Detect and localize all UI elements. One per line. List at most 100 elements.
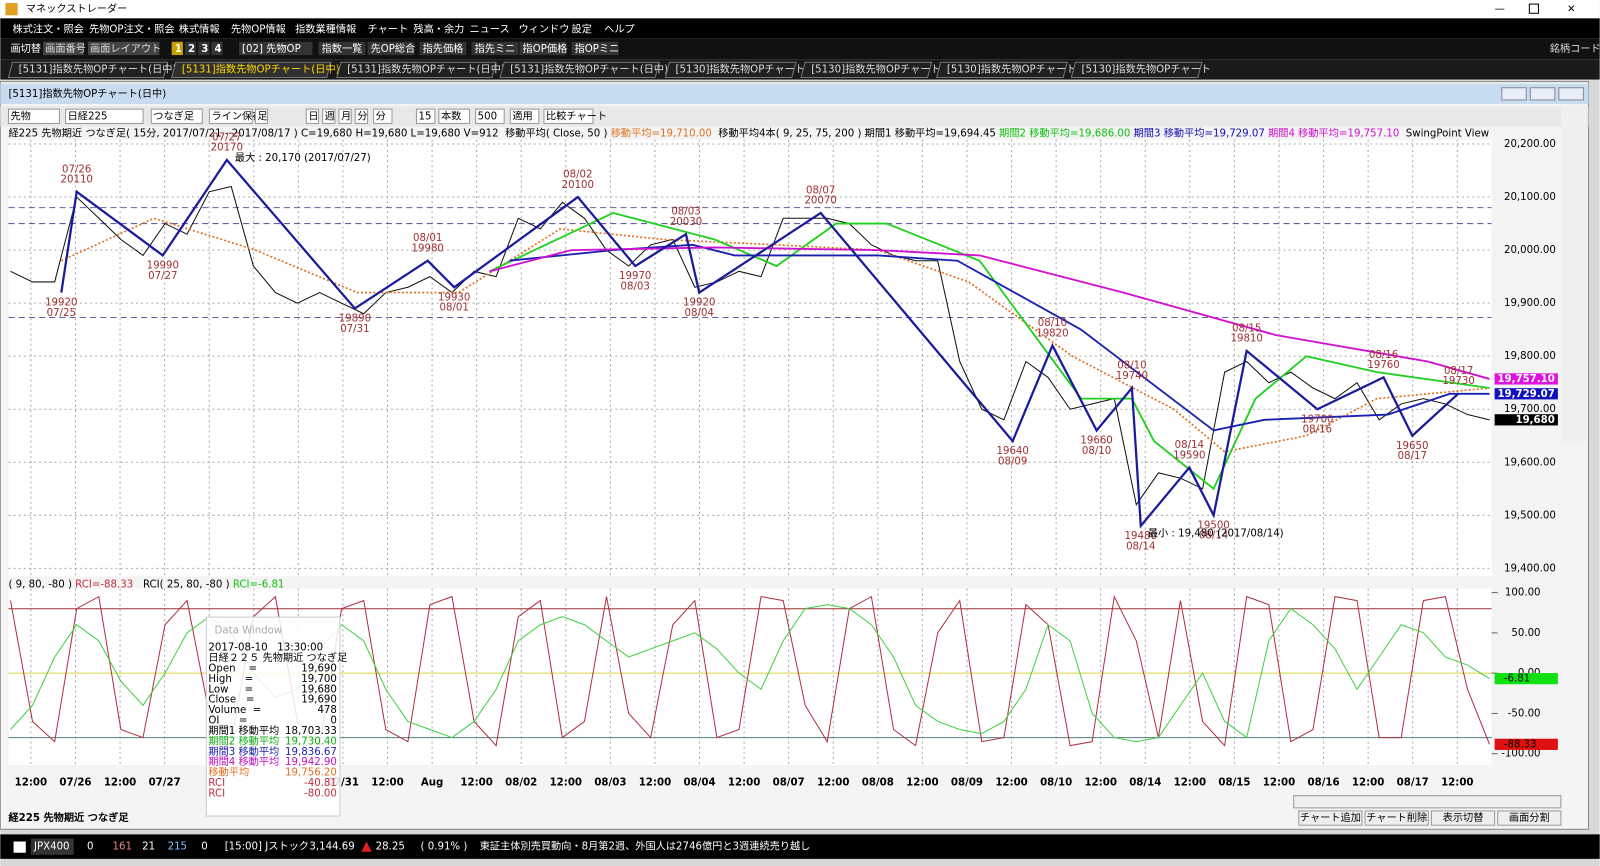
menu-item[interactable]: 指数業種情報 bbox=[295, 23, 356, 36]
tab-label[interactable]: [5131]指数先物OPチャート(日中) bbox=[347, 62, 505, 75]
maximize[interactable] bbox=[1528, 3, 1540, 14]
tab-label[interactable]: [5130]指数先物OPチャート bbox=[947, 62, 1076, 75]
toolbar-button[interactable]: 指数一覧 bbox=[322, 42, 363, 55]
tab-label[interactable]: [5131]指数先物OPチャート(日中) bbox=[510, 62, 668, 75]
swing-price: 19980 bbox=[412, 243, 444, 254]
tab[interactable] bbox=[664, 61, 797, 79]
chart-control[interactable]: 週 bbox=[325, 110, 335, 122]
btn-bg bbox=[367, 41, 415, 56]
menu-item[interactable]: チャート bbox=[368, 24, 409, 36]
rci-header-segment: RCI=-6.81 bbox=[233, 579, 285, 590]
minimize[interactable]: — bbox=[1495, 4, 1505, 15]
tab[interactable] bbox=[936, 61, 1068, 79]
dw-value: 478 bbox=[317, 705, 336, 716]
win-max[interactable] bbox=[1529, 87, 1556, 101]
tab-label[interactable]: [5131]指数先物OPチャート(日中) bbox=[182, 62, 340, 75]
chart-control[interactable]: 本数 bbox=[441, 109, 461, 122]
toolbar-button[interactable]: 指先価格 bbox=[423, 42, 464, 55]
tab[interactable] bbox=[171, 61, 332, 79]
menu-item[interactable]: ウィンドウ bbox=[518, 24, 569, 36]
dw-label: RCI bbox=[208, 778, 225, 789]
x-tick-label: 12:00 bbox=[1263, 777, 1295, 788]
menu-item[interactable]: 残高・余力 bbox=[413, 23, 464, 36]
tab-label[interactable]: [5131]指数先物OPチャート(日中) bbox=[19, 62, 177, 75]
chart-control[interactable]: つなぎ足 bbox=[153, 109, 194, 122]
status-pct: ( 0.91% ) bbox=[421, 842, 468, 853]
footer-label[interactable]: 表示切替 bbox=[1443, 811, 1484, 824]
rci-tick-label: 100.00 bbox=[1505, 588, 1541, 599]
page-button[interactable]: 1 bbox=[175, 44, 182, 55]
footer-btn[interactable] bbox=[1497, 810, 1562, 826]
swing-price: 19920 bbox=[683, 298, 715, 309]
page-button[interactable]: 4 bbox=[215, 44, 222, 55]
tab-label[interactable]: [5130]指数先物OPチャート bbox=[1082, 62, 1211, 75]
tab-label[interactable]: [5130]指数先物OPチャート bbox=[676, 62, 805, 75]
scrollbar[interactable] bbox=[1293, 795, 1562, 809]
x-tick-label: 08/17 bbox=[1397, 777, 1429, 788]
close[interactable]: ✕ bbox=[1567, 4, 1576, 15]
footer-btn[interactable] bbox=[1298, 810, 1363, 826]
tab[interactable] bbox=[800, 61, 933, 79]
x-tick-label: 08/02 bbox=[505, 777, 537, 788]
btn-bg bbox=[419, 41, 467, 56]
chart-control[interactable]: 比較チャート bbox=[546, 109, 607, 122]
x-tick-label: 07/26 bbox=[59, 777, 91, 788]
chart-control[interactable]: 月 bbox=[341, 110, 351, 122]
swing-price: 19590 bbox=[1173, 450, 1205, 461]
tab[interactable] bbox=[7, 61, 169, 79]
footer-label[interactable]: チャート追加 bbox=[1300, 811, 1361, 824]
chart-control[interactable]: 分 bbox=[376, 110, 386, 122]
tab-label[interactable]: [5130]指数先物OPチャート bbox=[811, 62, 940, 75]
swing-price: 19640 bbox=[997, 446, 1029, 457]
toolbar-button[interactable]: 指OP価格 bbox=[523, 42, 568, 55]
dw-value: 0 bbox=[330, 716, 336, 727]
chart-control[interactable]: 日 bbox=[308, 111, 318, 122]
chart-control[interactable]: 適用 bbox=[512, 109, 532, 122]
footer-label[interactable]: チャート削除 bbox=[1366, 811, 1427, 824]
tab[interactable] bbox=[499, 61, 660, 79]
swing-price: 19990 bbox=[147, 261, 179, 272]
control-bg bbox=[208, 108, 253, 124]
chart-control[interactable]: 500 bbox=[478, 111, 497, 122]
switch-button[interactable]: 画切替 bbox=[11, 42, 42, 55]
layout-select[interactable]: 画面レイアウト bbox=[90, 43, 161, 55]
footer-btn[interactable] bbox=[1430, 810, 1496, 826]
swing-price: 19660 bbox=[1080, 436, 1112, 447]
swing-price: 19730 bbox=[1442, 376, 1474, 387]
chart-control[interactable]: 日経225 bbox=[68, 109, 108, 122]
footer-label[interactable]: 画面分割 bbox=[1509, 811, 1550, 824]
tab[interactable] bbox=[1070, 61, 1203, 79]
swing-date: 08/14 bbox=[1199, 531, 1228, 542]
x-tick-label: 12:00 bbox=[460, 777, 492, 788]
menu-item[interactable]: ニュース bbox=[470, 25, 510, 36]
chart-control[interactable]: 15 bbox=[419, 111, 432, 122]
menu-item[interactable]: ヘルプ bbox=[604, 24, 635, 36]
page-button[interactable]: 2 bbox=[188, 44, 195, 55]
toolbar-button[interactable]: 先OP総合 bbox=[371, 42, 416, 55]
menu-item[interactable]: 設定 bbox=[572, 23, 592, 36]
footer-btn[interactable] bbox=[1364, 810, 1429, 826]
y-tick-label: 19,800.00 bbox=[1504, 351, 1556, 362]
win-close[interactable] bbox=[1558, 87, 1584, 101]
chart-control[interactable]: 先物 bbox=[11, 109, 31, 122]
toolbar-button[interactable]: 指OPミニ bbox=[575, 42, 620, 55]
page-button[interactable]: 3 bbox=[201, 44, 208, 55]
tab[interactable] bbox=[336, 61, 497, 79]
menu-item[interactable]: 先物OP注文・照会 bbox=[89, 23, 174, 36]
menu-item[interactable]: 株式注文・照会 bbox=[13, 23, 84, 36]
dw-value: 19,690 bbox=[301, 695, 337, 706]
status-check[interactable] bbox=[13, 841, 26, 853]
menu-item[interactable]: 先物OP情報 bbox=[231, 23, 286, 36]
selector[interactable]: [02] 先物OP bbox=[242, 42, 301, 55]
menu-item[interactable]: 株式情報 bbox=[179, 23, 220, 36]
chart-control[interactable]: 足 bbox=[257, 110, 267, 122]
toolbar-button[interactable]: 指先ミニ bbox=[475, 42, 516, 55]
chart-control[interactable]: 分 bbox=[357, 110, 367, 122]
code-field[interactable]: 銘柄コード bbox=[1550, 42, 1600, 55]
win-min[interactable] bbox=[1501, 87, 1527, 101]
series-line bbox=[489, 246, 1490, 380]
swing-price: 19810 bbox=[1230, 334, 1262, 345]
status-change: 28.25 bbox=[376, 842, 405, 853]
chart-control[interactable]: ライン保存 bbox=[211, 109, 262, 122]
status-news[interactable]: 東証主体別売買動向・8月第2週、外国人は2746億円と3週連続売り越し bbox=[480, 840, 811, 853]
